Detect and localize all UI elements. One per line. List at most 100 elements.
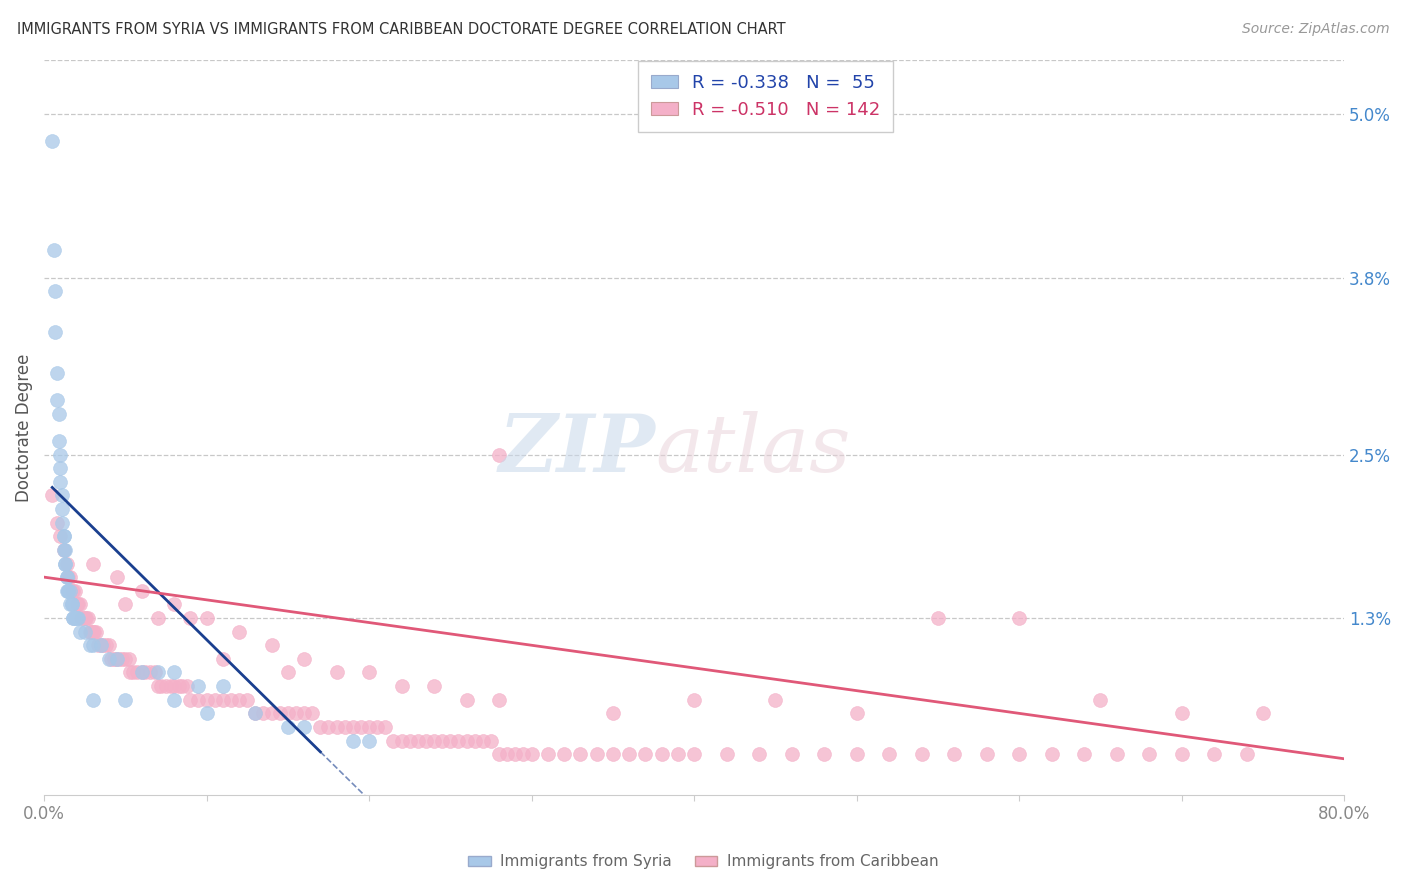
Point — [49, 448, 72, 462]
Point — [277, 665, 299, 680]
Point — [59, 583, 82, 598]
Point — [114, 692, 136, 706]
Point — [342, 733, 364, 747]
Text: IMMIGRANTS FROM SYRIA VS IMMIGRANTS FROM CARIBBEAN DOCTORATE DEGREE CORRELATION : IMMIGRANTS FROM SYRIA VS IMMIGRANTS FROM… — [17, 22, 786, 37]
Point — [211, 652, 233, 666]
Point — [82, 692, 104, 706]
Point — [59, 570, 82, 584]
Point — [488, 448, 510, 462]
Point — [94, 638, 117, 652]
Point — [1137, 747, 1160, 762]
Point — [163, 679, 186, 693]
Point — [195, 611, 218, 625]
Point — [325, 665, 347, 680]
Point — [163, 598, 186, 612]
Point — [77, 611, 100, 625]
Point — [245, 706, 267, 721]
Point — [359, 720, 381, 734]
Point — [41, 488, 63, 502]
Point — [62, 611, 84, 625]
Point — [90, 638, 112, 652]
Legend: R = -0.338   N =  55, R = -0.510   N = 142: R = -0.338 N = 55, R = -0.510 N = 142 — [638, 62, 893, 132]
Point — [56, 570, 79, 584]
Point — [179, 692, 201, 706]
Point — [219, 692, 242, 706]
Point — [877, 747, 900, 762]
Point — [90, 638, 112, 652]
Point — [146, 611, 169, 625]
Point — [236, 692, 259, 706]
Point — [195, 706, 218, 721]
Point — [1236, 747, 1258, 762]
Point — [683, 692, 706, 706]
Point — [49, 475, 72, 489]
Point — [134, 665, 156, 680]
Point — [269, 706, 291, 721]
Point — [49, 461, 72, 475]
Point — [391, 679, 413, 693]
Point — [91, 638, 114, 652]
Point — [391, 733, 413, 747]
Point — [73, 624, 96, 639]
Point — [104, 652, 127, 666]
Point — [60, 598, 83, 612]
Point — [651, 747, 673, 762]
Point — [52, 542, 75, 557]
Point — [163, 692, 186, 706]
Point — [292, 706, 315, 721]
Point — [1008, 747, 1031, 762]
Point — [187, 692, 209, 706]
Point — [301, 706, 323, 721]
Point — [44, 284, 66, 298]
Point — [277, 706, 299, 721]
Point — [423, 679, 446, 693]
Point — [553, 747, 575, 762]
Point — [52, 529, 75, 543]
Point — [245, 706, 267, 721]
Point — [131, 665, 153, 680]
Point — [471, 733, 494, 747]
Point — [70, 611, 93, 625]
Y-axis label: Doctorate Degree: Doctorate Degree — [15, 353, 32, 501]
Point — [1170, 747, 1192, 762]
Point — [84, 624, 107, 639]
Point — [83, 624, 105, 639]
Point — [318, 720, 340, 734]
Point — [65, 611, 87, 625]
Point — [52, 542, 75, 557]
Point — [42, 244, 65, 258]
Point — [195, 692, 218, 706]
Point — [845, 747, 868, 762]
Point — [309, 720, 332, 734]
Point — [359, 733, 381, 747]
Point — [114, 598, 136, 612]
Point — [447, 733, 470, 747]
Point — [120, 665, 142, 680]
Point — [111, 652, 134, 666]
Point — [155, 679, 177, 693]
Point — [98, 638, 121, 652]
Point — [1105, 747, 1128, 762]
Point — [82, 557, 104, 571]
Point — [53, 557, 76, 571]
Point — [58, 570, 80, 584]
Point — [138, 665, 160, 680]
Point — [62, 611, 84, 625]
Point — [108, 652, 131, 666]
Point — [1090, 692, 1112, 706]
Point — [910, 747, 932, 762]
Point — [63, 611, 86, 625]
Point — [943, 747, 966, 762]
Point — [845, 706, 868, 721]
Point — [146, 665, 169, 680]
Point — [512, 747, 534, 762]
Point — [48, 434, 70, 448]
Point — [41, 134, 63, 148]
Point — [277, 720, 299, 734]
Point — [53, 542, 76, 557]
Point — [325, 720, 347, 734]
Point — [211, 692, 233, 706]
Point — [602, 747, 624, 762]
Point — [163, 665, 186, 680]
Point — [98, 652, 121, 666]
